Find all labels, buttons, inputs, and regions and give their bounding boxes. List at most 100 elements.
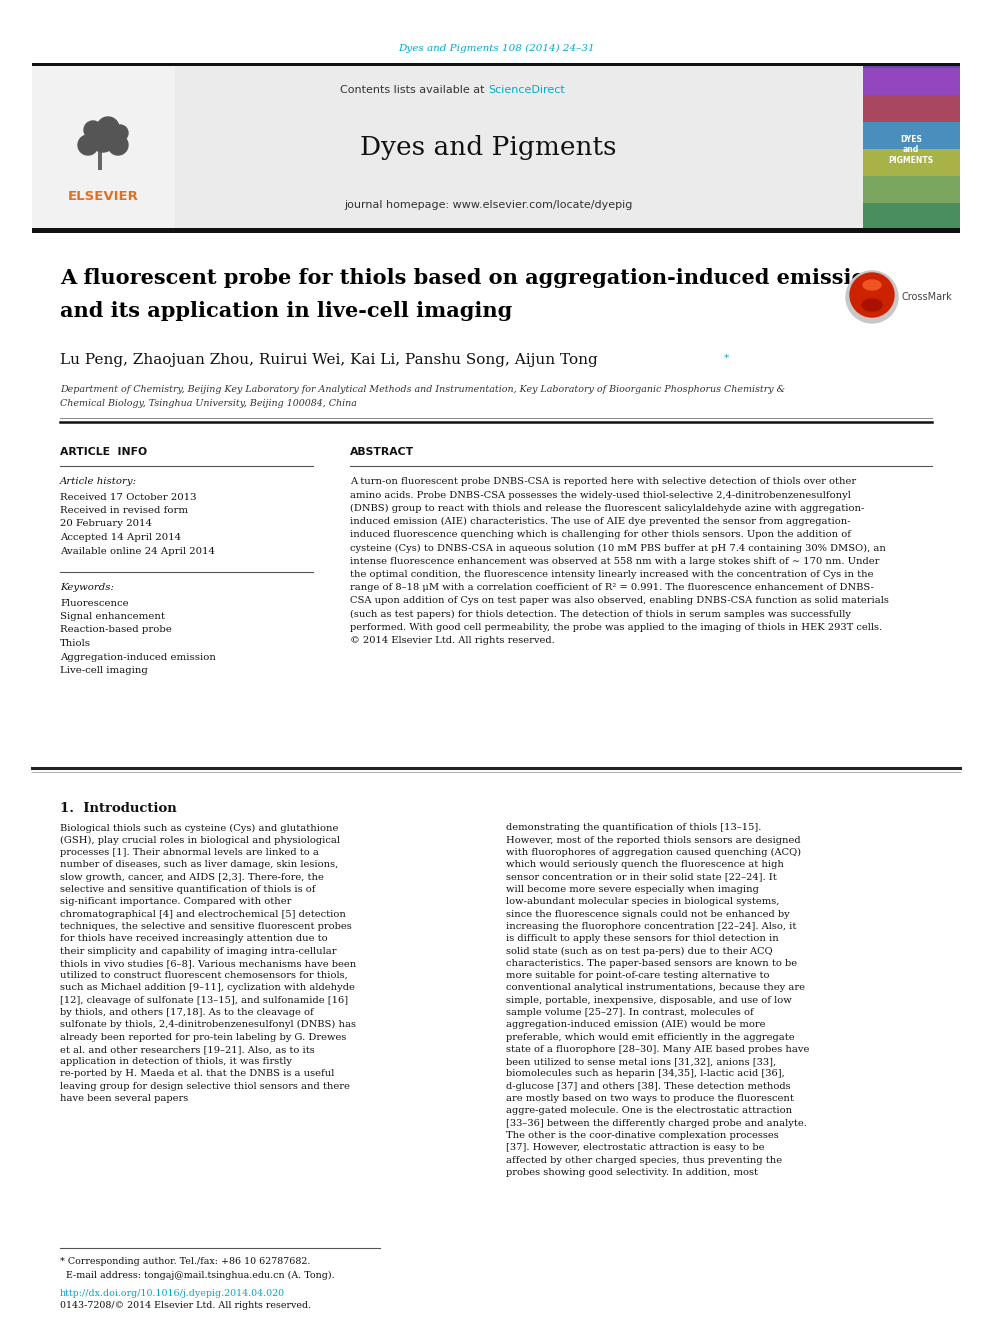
Text: aggregation-induced emission (AIE) would be more: aggregation-induced emission (AIE) would… bbox=[506, 1020, 766, 1029]
Text: Contents lists available at: Contents lists available at bbox=[340, 85, 488, 95]
Text: more suitable for point-of-care testing alternative to: more suitable for point-of-care testing … bbox=[506, 971, 770, 980]
Text: thiols in vivo studies [6–8]. Various mechanisms have been: thiols in vivo studies [6–8]. Various me… bbox=[60, 959, 356, 968]
Text: 0143-7208/© 2014 Elsevier Ltd. All rights reserved.: 0143-7208/© 2014 Elsevier Ltd. All right… bbox=[60, 1302, 311, 1311]
Text: Aggregation-induced emission: Aggregation-induced emission bbox=[60, 652, 216, 662]
Text: performed. With good cell permeability, the probe was applied to the imaging of : performed. With good cell permeability, … bbox=[350, 623, 882, 631]
Circle shape bbox=[850, 273, 894, 318]
Circle shape bbox=[108, 135, 128, 155]
Text: ScienceDirect: ScienceDirect bbox=[488, 85, 564, 95]
Bar bbox=[863, 122, 960, 149]
Text: will become more severe especially when imaging: will become more severe especially when … bbox=[506, 885, 759, 894]
Text: Chemical Biology, Tsinghua University, Beijing 100084, China: Chemical Biology, Tsinghua University, B… bbox=[60, 398, 357, 407]
Text: Lu Peng, Zhaojuan Zhou, Ruirui Wei, Kai Li, Panshu Song, Aijun Tong: Lu Peng, Zhaojuan Zhou, Ruirui Wei, Kai … bbox=[60, 353, 598, 366]
Text: intense fluorescence enhancement was observed at 558 nm with a large stokes shif: intense fluorescence enhancement was obs… bbox=[350, 557, 879, 566]
Text: (GSH), play crucial roles in biological and physiological: (GSH), play crucial roles in biological … bbox=[60, 836, 340, 845]
Text: utilized to construct fluorescent chemosensors for thiols,: utilized to construct fluorescent chemos… bbox=[60, 971, 348, 980]
Text: A fluorescent probe for thiols based on aggregation-induced emission: A fluorescent probe for thiols based on … bbox=[60, 269, 881, 288]
Text: application in detection of thiols, it was firstly: application in detection of thiols, it w… bbox=[60, 1057, 292, 1066]
Text: increasing the fluorophore concentration [22–24]. Also, it: increasing the fluorophore concentration… bbox=[506, 922, 797, 931]
Text: probes showing good selectivity. In addition, most: probes showing good selectivity. In addi… bbox=[506, 1168, 758, 1177]
Text: However, most of the reported thiols sensors are designed: However, most of the reported thiols sen… bbox=[506, 836, 801, 845]
Text: CrossMark: CrossMark bbox=[902, 292, 952, 302]
Text: Dyes and Pigments: Dyes and Pigments bbox=[360, 135, 616, 160]
Bar bbox=[175, 66, 863, 230]
Text: been utilized to sense metal ions [31,32], anions [33],: been utilized to sense metal ions [31,32… bbox=[506, 1057, 776, 1066]
Text: number of diseases, such as liver damage, skin lesions,: number of diseases, such as liver damage… bbox=[60, 860, 338, 869]
Text: re-ported by H. Maeda et al. that the DNBS is a useful: re-ported by H. Maeda et al. that the DN… bbox=[60, 1069, 334, 1078]
Ellipse shape bbox=[862, 299, 882, 311]
Bar bbox=[863, 202, 960, 230]
Text: the optimal condition, the fluorescence intensity linearly increased with the co: the optimal condition, the fluorescence … bbox=[350, 570, 874, 579]
Text: their simplicity and capability of imaging intra-cellular: their simplicity and capability of imagi… bbox=[60, 946, 336, 955]
Text: chromatographical [4] and electrochemical [5] detection: chromatographical [4] and electrochemica… bbox=[60, 910, 346, 918]
Text: Keywords:: Keywords: bbox=[60, 583, 114, 593]
Text: characteristics. The paper-based sensors are known to be: characteristics. The paper-based sensors… bbox=[506, 959, 798, 968]
Text: [33–36] between the differently charged probe and analyte.: [33–36] between the differently charged … bbox=[506, 1119, 806, 1127]
Text: induced emission (AIE) characteristics. The use of AIE dye prevented the sensor : induced emission (AIE) characteristics. … bbox=[350, 517, 850, 527]
Text: Signal enhancement: Signal enhancement bbox=[60, 613, 165, 620]
Text: and its application in live-cell imaging: and its application in live-cell imaging bbox=[60, 302, 512, 321]
Text: processes [1]. Their abnormal levels are linked to a: processes [1]. Their abnormal levels are… bbox=[60, 848, 318, 857]
Text: range of 8–18 μM with a correlation coefficient of R² = 0.991. The fluorescence : range of 8–18 μM with a correlation coef… bbox=[350, 583, 874, 593]
Text: CSA upon addition of Cys on test paper was also observed, enabling DNBS-CSA func: CSA upon addition of Cys on test paper w… bbox=[350, 597, 889, 606]
Text: [12], cleavage of sulfonate [13–15], and sulfonamide [16]: [12], cleavage of sulfonate [13–15], and… bbox=[60, 996, 348, 1004]
Text: demonstrating the quantification of thiols [13–15].: demonstrating the quantification of thio… bbox=[506, 823, 762, 832]
Text: Received 17 October 2013: Received 17 October 2013 bbox=[60, 492, 196, 501]
Text: which would seriously quench the fluorescence at high: which would seriously quench the fluores… bbox=[506, 860, 784, 869]
Text: Department of Chemistry, Beijing Key Laboratory for Analytical Methods and Instr: Department of Chemistry, Beijing Key Lab… bbox=[60, 385, 785, 394]
Text: E-mail address: tongaj@mail.tsinghua.edu.cn (A. Tong).: E-mail address: tongaj@mail.tsinghua.edu… bbox=[60, 1270, 334, 1279]
Text: Received in revised form: Received in revised form bbox=[60, 505, 188, 515]
Text: state of a fluorophore [28–30]. Many AIE based probes have: state of a fluorophore [28–30]. Many AIE… bbox=[506, 1045, 809, 1054]
Text: [37]. However, electrostatic attraction is easy to be: [37]. However, electrostatic attraction … bbox=[506, 1143, 765, 1152]
Text: aggre-gated molecule. One is the electrostatic attraction: aggre-gated molecule. One is the electro… bbox=[506, 1106, 793, 1115]
Text: low-abundant molecular species in biological systems,: low-abundant molecular species in biolog… bbox=[506, 897, 780, 906]
Bar bbox=[32, 228, 960, 233]
Circle shape bbox=[78, 135, 98, 155]
Text: Fluorescence: Fluorescence bbox=[60, 598, 129, 607]
Text: such as Michael addition [9–11], cyclization with aldehyde: such as Michael addition [9–11], cycliza… bbox=[60, 983, 355, 992]
Text: simple, portable, inexpensive, disposable, and use of low: simple, portable, inexpensive, disposabl… bbox=[506, 996, 792, 1004]
Text: Dyes and Pigments 108 (2014) 24–31: Dyes and Pigments 108 (2014) 24–31 bbox=[398, 44, 594, 53]
Text: ABSTRACT: ABSTRACT bbox=[350, 447, 414, 456]
Text: already been reported for pro-tein labeling by G. Drewes: already been reported for pro-tein label… bbox=[60, 1032, 346, 1041]
Text: journal homepage: www.elsevier.com/locate/dyepig: journal homepage: www.elsevier.com/locat… bbox=[344, 200, 632, 210]
Text: have been several papers: have been several papers bbox=[60, 1094, 188, 1103]
Text: techniques, the selective and sensitive fluorescent probes: techniques, the selective and sensitive … bbox=[60, 922, 352, 931]
Text: *: * bbox=[724, 355, 729, 363]
Bar bbox=[863, 149, 960, 176]
Text: with fluorophores of aggregation caused quenching (ACQ): with fluorophores of aggregation caused … bbox=[506, 848, 802, 857]
Text: since the fluorescence signals could not be enhanced by: since the fluorescence signals could not… bbox=[506, 910, 790, 918]
Text: 1.  Introduction: 1. Introduction bbox=[60, 802, 177, 815]
Bar bbox=[863, 66, 960, 230]
Bar bbox=[863, 95, 960, 122]
Bar bbox=[32, 66, 175, 230]
Text: induced fluorescence quenching which is challenging for other thiols sensors. Up: induced fluorescence quenching which is … bbox=[350, 531, 851, 540]
Text: affected by other charged species, thus preventing the: affected by other charged species, thus … bbox=[506, 1155, 782, 1164]
Text: solid state (such as on test pa-pers) due to their ACQ: solid state (such as on test pa-pers) du… bbox=[506, 946, 773, 955]
Text: leaving group for design selective thiol sensors and there: leaving group for design selective thiol… bbox=[60, 1082, 350, 1090]
Text: preferable, which would emit efficiently in the aggregate: preferable, which would emit efficiently… bbox=[506, 1032, 795, 1041]
Ellipse shape bbox=[863, 280, 881, 290]
Text: selective and sensitive quantification of thiols is of: selective and sensitive quantification o… bbox=[60, 885, 315, 894]
Text: Article history:: Article history: bbox=[60, 478, 137, 487]
Circle shape bbox=[84, 120, 102, 139]
Text: http://dx.doi.org/10.1016/j.dyepig.2014.04.020: http://dx.doi.org/10.1016/j.dyepig.2014.… bbox=[60, 1289, 285, 1298]
Text: (DNBS) group to react with thiols and release the fluorescent salicylaldehyde az: (DNBS) group to react with thiols and re… bbox=[350, 504, 864, 513]
Text: DYES
and
PIGMENTS: DYES and PIGMENTS bbox=[889, 135, 933, 165]
Text: amino acids. Probe DNBS-CSA possesses the widely-used thiol-selective 2,4-dinitr: amino acids. Probe DNBS-CSA possesses th… bbox=[350, 491, 851, 500]
Text: The other is the coor-dinative complexation processes: The other is the coor-dinative complexat… bbox=[506, 1131, 779, 1140]
Bar bbox=[98, 149, 102, 169]
Text: d-glucose [37] and others [38]. These detection methods: d-glucose [37] and others [38]. These de… bbox=[506, 1082, 791, 1090]
Text: is difficult to apply these sensors for thiol detection in: is difficult to apply these sensors for … bbox=[506, 934, 779, 943]
Text: et al. and other researchers [19–21]. Also, as to its: et al. and other researchers [19–21]. Al… bbox=[60, 1045, 314, 1054]
Text: Thiols: Thiols bbox=[60, 639, 91, 648]
Text: slow growth, cancer, and AIDS [2,3]. There-fore, the: slow growth, cancer, and AIDS [2,3]. The… bbox=[60, 873, 323, 881]
Text: sensor concentration or in their solid state [22–24]. It: sensor concentration or in their solid s… bbox=[506, 873, 777, 881]
Text: Live-cell imaging: Live-cell imaging bbox=[60, 665, 148, 675]
Circle shape bbox=[91, 128, 115, 152]
Text: sample volume [25–27]. In contrast, molecules of: sample volume [25–27]. In contrast, mole… bbox=[506, 1008, 754, 1017]
Bar bbox=[863, 176, 960, 202]
Text: Reaction-based probe: Reaction-based probe bbox=[60, 626, 172, 635]
Bar bbox=[32, 64, 960, 66]
Circle shape bbox=[846, 271, 898, 323]
